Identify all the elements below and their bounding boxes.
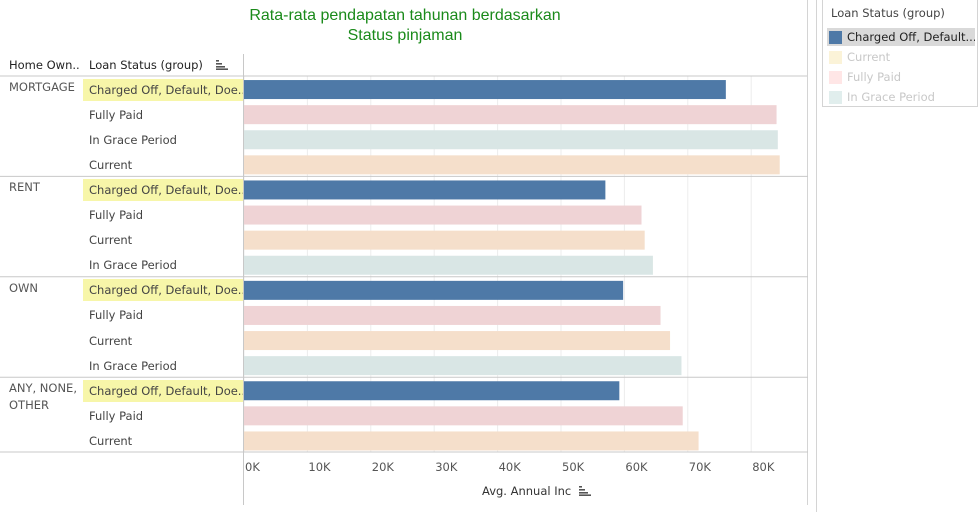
bar [244, 356, 682, 376]
row-label[interactable]: Charged Off, Default, Doe... [83, 178, 243, 201]
row-label[interactable]: Charged Off, Default, Doe... [83, 379, 243, 402]
bar [244, 155, 780, 175]
chart-title-line-2: Status pinjaman [347, 27, 463, 44]
group-label[interactable]: OWN [9, 280, 39, 295]
group-label[interactable]: MORTGAGE [9, 80, 75, 94]
row-label[interactable]: In Grace Period [89, 358, 177, 373]
x-tick-label: 0K [245, 460, 260, 474]
legend-label: Charged Off, Default... [847, 30, 975, 44]
x-tick-label: 80K [752, 460, 775, 474]
legend-swatch [829, 91, 842, 104]
legend: Loan Status (group) Charged Off, Default… [822, 0, 978, 107]
row-label[interactable]: Current [89, 433, 133, 448]
bar [244, 305, 661, 325]
legend-label: Fully Paid [847, 70, 902, 84]
row-label[interactable]: In Grace Period [89, 132, 177, 147]
group-label[interactable]: RENT [9, 180, 40, 195]
row-label[interactable]: In Grace Period [89, 258, 177, 273]
row-label[interactable]: Fully Paid [89, 107, 144, 122]
bar [244, 406, 683, 426]
x-tick-label: 30K [435, 460, 458, 474]
row-label[interactable]: Charged Off, Default, Doe... [83, 279, 243, 302]
bar [244, 230, 645, 250]
legend-swatch [829, 51, 842, 64]
x-tick-label: 60K [625, 460, 648, 474]
bar [244, 431, 699, 451]
x-tick-label: 70K [688, 460, 711, 474]
bar-chart [0, 0, 817, 512]
bar [244, 180, 606, 200]
x-tick-label: 50K [562, 460, 585, 474]
x-tick-label: 20K [371, 460, 394, 474]
bar [244, 105, 777, 125]
row-label[interactable]: Fully Paid [89, 308, 144, 323]
legend-label: In Grace Period [847, 90, 935, 104]
row-label[interactable]: Charged Off, Default, Doe... [83, 78, 243, 101]
chart-title-line-1: Rata-rata pendapatan tahunan berdasarkan [249, 7, 561, 24]
legend-swatch [829, 71, 842, 84]
row-label[interactable]: Fully Paid [89, 408, 144, 423]
bar [244, 381, 620, 401]
legend-item[interactable]: Charged Off, Default... [827, 28, 975, 46]
x-tick-label: 40K [498, 460, 521, 474]
legend-item[interactable]: Current [827, 48, 975, 66]
bar [244, 255, 653, 275]
row-label[interactable]: Current [89, 233, 133, 248]
bar [244, 280, 624, 300]
header-loan-status[interactable]: Loan Status (group) [89, 58, 203, 72]
bar [244, 331, 671, 351]
legend-title: Loan Status (group) [831, 6, 945, 20]
legend-label: Current [847, 50, 891, 64]
header-home-ownership[interactable]: Home Own.. [9, 58, 80, 72]
x-axis-title[interactable]: Avg. Annual Inc [482, 484, 591, 498]
bar [244, 80, 726, 100]
bar [244, 205, 642, 225]
group-label[interactable]: ANY, NONE, OTHER [9, 381, 77, 413]
chart-title: Rata-rata pendapatan tahunan berdasarkan… [200, 6, 610, 46]
row-label[interactable]: Fully Paid [89, 208, 144, 223]
row-label[interactable]: Current [89, 333, 133, 348]
sort-icon[interactable] [216, 60, 228, 70]
row-label[interactable]: Current [89, 157, 133, 172]
x-axis-title-text: Avg. Annual Inc [482, 484, 572, 498]
legend-swatch [829, 31, 842, 44]
legend-item[interactable]: In Grace Period [827, 88, 975, 106]
bar [244, 130, 778, 150]
sort-icon[interactable] [578, 486, 591, 496]
legend-item[interactable]: Fully Paid [827, 68, 975, 86]
x-tick-label: 10K [308, 460, 331, 474]
